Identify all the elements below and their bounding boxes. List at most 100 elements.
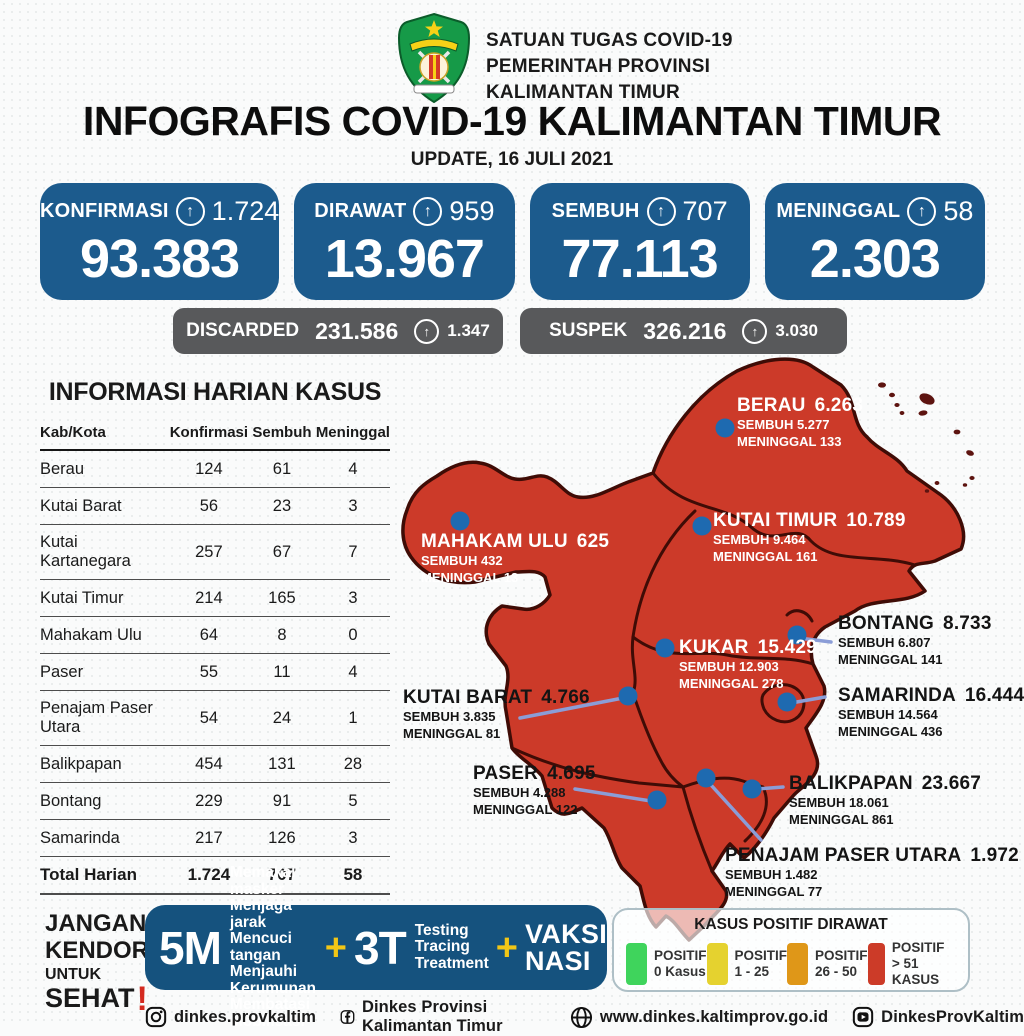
cell-name: Berau [40,450,170,488]
cell-konfirmasi: 229 [169,782,249,820]
cell-konfirmasi: 214 [169,579,249,617]
instagram-icon [145,1006,167,1028]
region-sembuh: SEMBUH 4.288 [473,785,566,800]
cell-meninggal: 5 [315,782,390,820]
map-markers [450,418,807,810]
legend-swatch-green [626,943,647,985]
bar-label: DISCARDED [186,320,300,341]
cell-name: Kutai Barat [40,487,170,525]
map-label-samarinda: SAMARINDA 16.444 SEMBUH 14.564 MENINGGAL … [838,685,1024,740]
cell-konfirmasi: 257 [169,524,249,580]
5m-item: Mencuci tangan [229,930,292,964]
stat-label: MENINGGAL [776,200,901,222]
vaksin-line1: VAKSI [524,918,607,949]
org-line1: SATUAN TUGAS COVID-19 [486,30,733,51]
3t-item: Treatment [414,954,489,972]
cell-name: Balikpapan [40,745,170,783]
region-value: 23.667 [921,773,982,794]
cell-total-konfirmasi: 1.724 [169,856,249,895]
3t-label: 3T [354,921,407,974]
table-header-row: Kab/Kota Konfirmasi Sembuh Meninggal [40,418,390,451]
footer-youtube: DinkesProvKaltim [852,1006,1024,1028]
cell-konfirmasi: 217 [169,819,249,857]
region-value: 6.263 [814,395,864,416]
map-marker-balikpapan [742,779,762,799]
map-label-bontang: BONTANG 8.733 SEMBUH 6.807 MENINGGAL 141 [838,613,992,668]
bar-value: 231.586 [315,317,399,344]
stat-card-dirawat: DIRAWAT ↑ 959 13.967 [294,183,515,300]
region-value: 16.444 [964,685,1024,706]
region-meninggal: MENINGGAL 861 [789,811,894,827]
regency-borders [510,471,917,873]
5m-item: Memakai masker [229,864,296,898]
legend-item-orange: POSITIF 26 - 50 [787,940,868,988]
region-sembuh: SEMBUH 12.903 [679,659,779,674]
cell-name: Samarinda [40,819,170,857]
table-total-row: Total Harian 1.724 707 58 [40,856,390,895]
cell-name: Bontang [40,782,170,820]
cell-sembuh: 126 [248,819,316,857]
up-arrow-icon: ↑ [413,197,443,226]
kaltim-province-logo [398,12,470,104]
region-value: 15.429 [757,637,817,658]
cell-sembuh: 165 [248,579,316,617]
region-sembuh: SEMBUH 5.277 [737,417,830,432]
cell-sembuh: 131 [248,745,316,783]
region-name: KUKAR [679,637,749,658]
cell-total-meninggal: 58 [315,856,390,895]
map-marker-samarinda [777,692,797,712]
stat-value: 13.967 [324,229,485,289]
table-row: Mahakam Ulu 64 8 0 [40,616,390,654]
logo-banner [409,38,459,52]
table-row: Balikpapan 454 131 28 [40,745,390,783]
region-meninggal: MENINGGAL 161 [713,548,818,564]
map-label-kutai-timur: KUTAI TIMUR 10.789 SEMBUH 9.464 MENINGGAL… [713,510,906,565]
slogan-line3: UNTUK [45,966,101,983]
cell-meninggal: 4 [315,653,390,691]
plus-icon: + [495,926,518,969]
org-title-block: SATUAN TUGAS COVID-19 PEMERINTAH PROVINS… [486,28,733,106]
table-row: Samarinda 217 126 3 [40,819,390,857]
3t-item: Testing [414,921,469,939]
footer-website: www.dinkes.kaltimprov.go.id [570,1006,828,1029]
up-arrow-icon: ↑ [907,197,937,226]
map-label-kutai-barat: KUTAI BARAT 4.766 SEMBUH 3.835 MENINGGAL … [403,687,590,742]
region-value: 8.733 [943,613,992,634]
region-value: 4.766 [541,687,590,708]
logo-star-icon [425,20,443,37]
province-map: BERAU 6.263 SEMBUH 5.277 MENINGGAL 133 MA… [395,355,1024,955]
region-meninggal: MENINGGAL 278 [679,675,784,691]
cell-sembuh: 8 [248,616,316,654]
logo-stripe [436,55,440,79]
footer-instagram: dinkes.provkaltim [145,1006,316,1028]
stat-delta: 707 [682,196,728,226]
col-header-konfirmasi: Konfirmasi [169,418,249,451]
legend-swatch-red [867,943,885,985]
stat-card-konfirmasi: KONFIRMASI ↑ 1.724 93.383 [40,183,280,300]
legend-range: 26 - 50 [815,964,858,979]
vaksin-line2: NASI [524,945,591,976]
discarded-bar: DISCARDED 231.586 ↑ 1.347 [173,308,503,354]
region-name: PASER [473,763,539,784]
stat-delta: 58 [943,196,974,226]
stat-cards-row: KONFIRMASI ↑ 1.724 93.383 DIRAWAT ↑ 959 … [40,183,985,300]
logo-stripe [433,55,436,79]
cell-meninggal: 4 [315,450,390,488]
instagram-handle: dinkes.provkaltim [174,1007,316,1026]
logo-stripe [429,55,433,79]
map-marker-bontang [787,625,807,645]
legend-range: 0 Kasus [654,964,706,979]
youtube-channel: DinkesProvKaltim [881,1007,1024,1026]
cell-name: Mahakam Ulu [40,616,170,654]
cell-meninggal: 3 [315,487,390,525]
legend-item-yellow: POSITIF 1 - 25 [706,940,788,988]
cell-konfirmasi: 56 [169,487,249,525]
legend-swatch-yellow [706,943,728,985]
region-value: 625 [576,531,610,552]
5m-label: 5M [159,921,222,974]
legend-label: POSITIF [734,948,788,963]
5m-item: Menjaga jarak [229,897,292,931]
cell-meninggal: 0 [315,616,390,654]
table-row: Bontang 229 91 5 [40,782,390,820]
map-label-paser: PASER 4.695 SEMBUH 4.288 MENINGGAL 122 [473,763,596,818]
